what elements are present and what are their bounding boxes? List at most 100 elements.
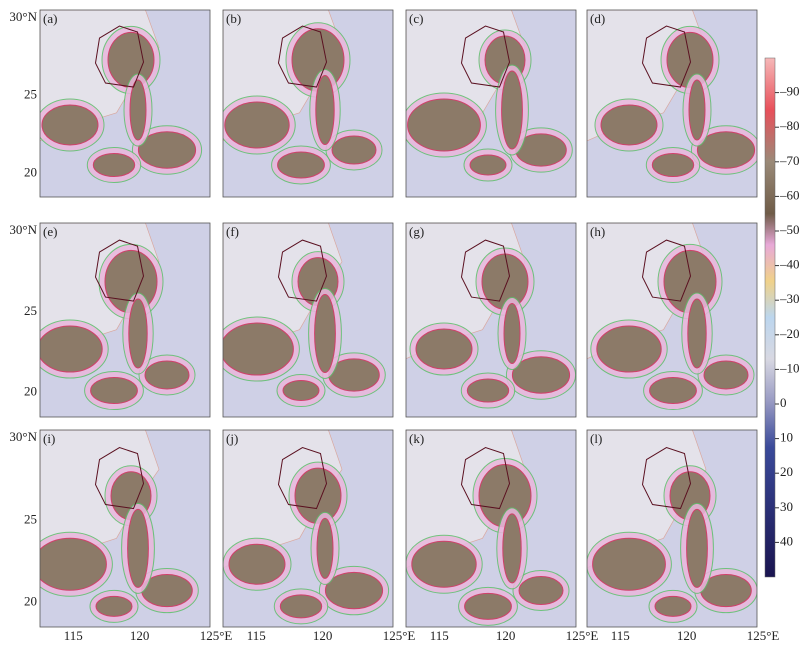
cloud-core xyxy=(466,378,510,403)
cloud-core xyxy=(314,293,336,373)
panel-label: (l) xyxy=(590,431,602,446)
map-content xyxy=(223,223,393,417)
cloud-core xyxy=(282,380,320,402)
panel-frame xyxy=(222,9,394,198)
map-content xyxy=(40,10,210,197)
panel-label: (d) xyxy=(590,11,605,26)
lat-tick-label: 25 xyxy=(24,87,37,102)
panel-label: (k) xyxy=(409,431,424,446)
province-border xyxy=(460,239,511,302)
cloud-core xyxy=(518,576,564,606)
cloud-core xyxy=(411,540,477,588)
panel-frame xyxy=(405,9,577,198)
colorbar-tick-label: 40 xyxy=(780,533,793,548)
cloud-core xyxy=(294,467,342,524)
colorbar-tick-label: –80 xyxy=(779,118,800,133)
colorbar-tick-label: 0 xyxy=(780,395,787,410)
cloud-core xyxy=(40,537,107,591)
panel-frame xyxy=(222,222,394,418)
panel-frame xyxy=(586,429,758,628)
colorbar xyxy=(764,57,776,578)
lon-tick-label: 120 xyxy=(130,628,150,643)
lat-tick-label: 30°N xyxy=(9,9,37,24)
map-panel: (d) xyxy=(586,9,758,198)
panel-label: (c) xyxy=(409,11,423,26)
lat-tick-label: 20 xyxy=(24,384,37,399)
panel-frame xyxy=(39,9,211,198)
panel-frame xyxy=(586,222,758,418)
cloud-core xyxy=(469,154,507,176)
cloud-core xyxy=(224,101,290,149)
cloud-core xyxy=(316,517,334,579)
province-border xyxy=(641,447,692,510)
cloud-core xyxy=(40,325,103,373)
lon-tick-label: 115 xyxy=(64,628,83,643)
colorbar-tick-label: –90 xyxy=(779,84,800,99)
map-panel: (i) xyxy=(39,429,211,628)
cloud-core xyxy=(127,508,149,588)
cloud-core xyxy=(501,70,523,150)
cloud-core xyxy=(137,131,197,169)
cloud-core xyxy=(688,79,706,141)
map-panel: (a) xyxy=(39,9,211,198)
colorbar-tick-label: –20 xyxy=(779,326,800,341)
cloud-core xyxy=(129,79,147,141)
province-border xyxy=(94,25,145,88)
panel-frame xyxy=(222,429,394,628)
colorbar-tick-label: 30 xyxy=(780,499,793,514)
colorbar-tick-label: –70 xyxy=(779,153,800,168)
lon-tick-label: 125°E xyxy=(200,628,233,643)
map-panel: (g) xyxy=(405,222,577,418)
panel-label: (j) xyxy=(226,431,238,446)
cloud-core xyxy=(95,595,133,617)
lat-tick-label: 20 xyxy=(24,165,37,180)
cloud-core xyxy=(502,513,522,584)
lat-tick-label: 25 xyxy=(24,511,37,526)
map-panel: (k) xyxy=(405,429,577,628)
cloud-core xyxy=(41,104,99,146)
map-panel: (l) xyxy=(586,429,758,628)
map-content xyxy=(587,223,757,417)
cloud-core xyxy=(407,98,481,152)
lat-tick-label: 30°N xyxy=(9,222,37,237)
panel-label: (e) xyxy=(43,224,57,239)
province-border xyxy=(277,239,328,302)
province-border xyxy=(94,447,145,510)
cloud-core xyxy=(596,325,662,373)
colorbar-tick-label: –50 xyxy=(779,222,800,237)
cloud-core xyxy=(331,135,377,165)
cloud-core xyxy=(90,377,138,405)
cloud-core xyxy=(223,322,294,376)
colorbar-tick-label: –60 xyxy=(779,187,800,202)
lon-tick-label: 120 xyxy=(496,628,516,643)
map-panel: (e) xyxy=(39,222,211,418)
lat-tick-label: 20 xyxy=(24,593,37,608)
map-panel: (h) xyxy=(586,222,758,418)
cloud-core xyxy=(592,537,666,591)
lon-tick-label: 125°E xyxy=(383,628,416,643)
colorbar-tick-label: –10 xyxy=(779,360,800,375)
panel-frame xyxy=(39,222,211,418)
cloud-core xyxy=(324,571,384,610)
panel-label: (i) xyxy=(43,431,55,446)
lat-tick-label: 25 xyxy=(24,303,37,318)
lon-tick-label: 115 xyxy=(247,628,266,643)
cloud-core xyxy=(503,302,521,364)
lon-tick-label: 115 xyxy=(611,628,630,643)
province-border xyxy=(641,239,692,302)
map-content xyxy=(406,10,576,197)
cloud-core xyxy=(228,543,286,585)
map-content xyxy=(406,223,576,417)
map-panel: (c) xyxy=(405,9,577,198)
panel-label: (a) xyxy=(43,11,57,26)
map-content xyxy=(223,430,393,627)
cloud-core xyxy=(687,298,707,369)
panel-frame xyxy=(405,429,577,628)
map-content xyxy=(40,223,210,417)
map-content xyxy=(40,430,210,627)
province-border xyxy=(94,239,145,302)
cloud-core xyxy=(277,151,325,179)
cloud-core xyxy=(654,595,692,617)
province-border xyxy=(641,25,692,88)
